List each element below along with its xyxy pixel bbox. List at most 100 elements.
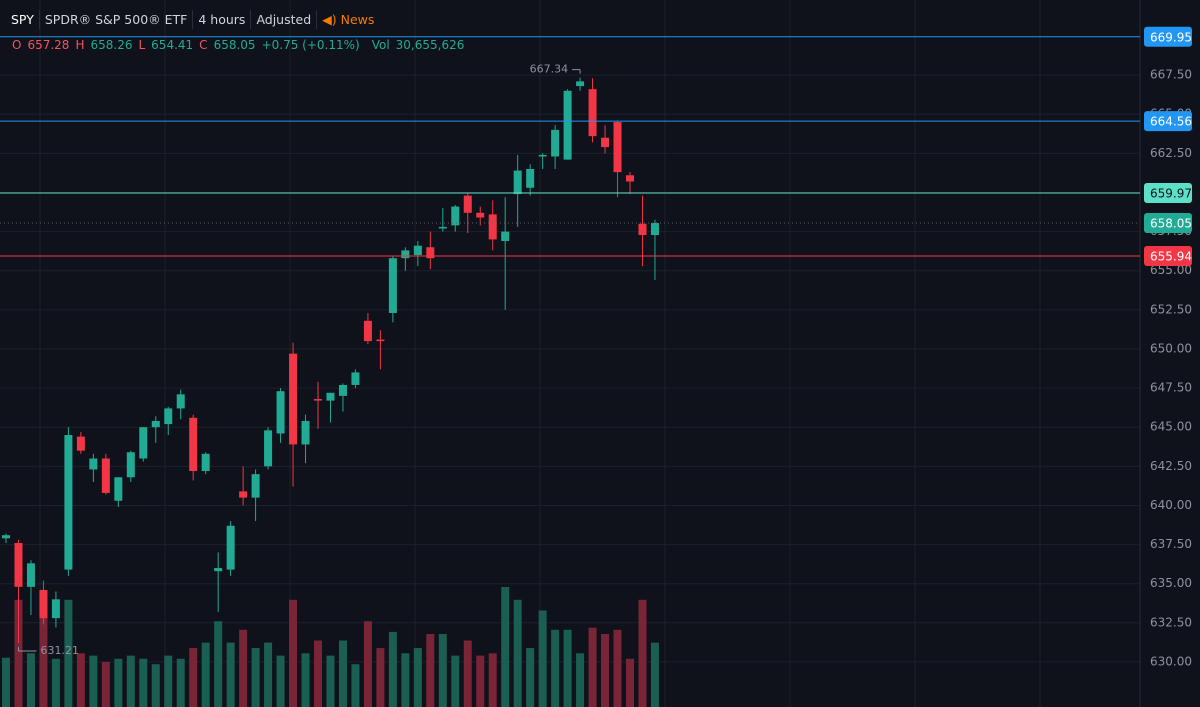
adjustment[interactable]: Adjusted xyxy=(251,9,318,29)
candle-body xyxy=(476,212,485,218)
price-tag xyxy=(1144,182,1192,203)
volume-bar xyxy=(189,648,198,707)
symbol[interactable]: SPY xyxy=(6,9,40,29)
candle-body xyxy=(14,543,23,587)
candle-body xyxy=(451,206,460,226)
volume-bar xyxy=(563,629,572,707)
candle-body xyxy=(2,535,10,539)
candle-body xyxy=(164,408,173,425)
price-tag xyxy=(1144,212,1192,233)
volume-bar xyxy=(588,627,597,707)
volume-bar xyxy=(451,655,460,707)
price-tag-label: 659.97 xyxy=(1150,186,1192,200)
candle-body xyxy=(501,231,510,241)
candle-body xyxy=(463,195,472,213)
volume-bar xyxy=(526,648,535,707)
candle-body xyxy=(314,399,322,401)
volume-bar xyxy=(214,621,223,707)
volume-bar xyxy=(576,653,585,707)
candle-body xyxy=(214,568,223,572)
candle-body xyxy=(114,477,123,501)
volume-bar xyxy=(176,658,185,707)
candle-body xyxy=(338,384,347,396)
volume-bar xyxy=(438,633,447,707)
candle-body xyxy=(588,89,597,137)
candle-body xyxy=(650,222,659,236)
volume-bar xyxy=(388,631,397,707)
candle-body xyxy=(488,214,497,240)
candle-body xyxy=(551,129,560,157)
price-tag-label: 664.56 xyxy=(1150,115,1192,129)
y-tick-label: 647.50 xyxy=(1150,381,1192,395)
volume-bar xyxy=(338,640,347,707)
candle-body xyxy=(513,170,522,195)
candle-body xyxy=(388,258,397,313)
volume-bar xyxy=(376,648,385,707)
candle-body xyxy=(276,391,285,434)
volume-bar xyxy=(650,642,659,707)
volume-bar xyxy=(226,642,235,707)
price-tag xyxy=(1144,26,1192,47)
change: +0.75 (+0.11%) xyxy=(261,38,360,52)
candle-body xyxy=(64,435,73,570)
volume-bar xyxy=(126,655,135,707)
interval[interactable]: 4 hours xyxy=(193,9,252,29)
candle-body xyxy=(89,458,98,470)
candle-body xyxy=(638,223,647,236)
volume-bar xyxy=(64,599,73,707)
candle-body xyxy=(76,436,85,451)
volume-bar xyxy=(363,621,372,707)
high-value: 658.26 xyxy=(90,38,133,52)
candle-body xyxy=(613,122,622,173)
volume-bar xyxy=(164,655,173,707)
volume-bar xyxy=(14,599,23,707)
close-value: 658.05 xyxy=(213,38,256,52)
news-button[interactable]: ◀) News xyxy=(322,11,375,27)
volume-bar xyxy=(401,653,410,707)
volume-bar xyxy=(613,629,622,707)
candle-body xyxy=(226,525,235,570)
candle-body xyxy=(576,81,585,87)
candle-body xyxy=(426,247,435,259)
toolbar: SPY SPDR® S&P 500® ETF 4 hours Adjusted … xyxy=(6,8,379,30)
candle-body xyxy=(538,154,547,157)
open-label: O xyxy=(12,38,22,52)
volume-bar xyxy=(264,642,273,707)
volume-bar xyxy=(463,640,472,707)
volume-bar xyxy=(139,658,148,707)
y-tick-label: 640.00 xyxy=(1150,498,1192,512)
y-tick-label: 630.00 xyxy=(1150,654,1192,668)
y-tick-label: 650.00 xyxy=(1150,341,1192,355)
candle-body xyxy=(126,452,135,478)
candle-body xyxy=(351,372,360,385)
volume-bar xyxy=(488,653,497,707)
candle-body xyxy=(301,420,310,445)
volume-bar xyxy=(51,658,60,707)
volume-bar xyxy=(76,653,85,707)
close-label: C xyxy=(199,38,208,52)
price-tag-label: 655.94 xyxy=(1150,250,1192,264)
volume-bar xyxy=(39,591,48,707)
candle-body xyxy=(376,339,385,342)
candle-body xyxy=(563,90,572,160)
volume-bar xyxy=(626,658,634,707)
volume-bar xyxy=(601,633,610,707)
volume-bar xyxy=(551,629,560,707)
y-tick-label: 637.50 xyxy=(1150,537,1192,551)
volume-bar xyxy=(314,640,322,707)
price-tag-label: 658.05 xyxy=(1150,216,1192,230)
low-value: 654.41 xyxy=(151,38,194,52)
candle-body xyxy=(264,430,273,467)
candle-body xyxy=(326,392,335,401)
candle-body xyxy=(51,599,60,619)
volume-bar xyxy=(251,648,260,707)
volume-bar xyxy=(201,642,210,707)
y-tick-label: 667.50 xyxy=(1150,68,1192,82)
candle-body xyxy=(101,458,110,493)
candle-body xyxy=(39,589,48,619)
volume-bar xyxy=(326,655,335,707)
volume-bar xyxy=(538,610,547,707)
candle-body xyxy=(26,563,35,587)
